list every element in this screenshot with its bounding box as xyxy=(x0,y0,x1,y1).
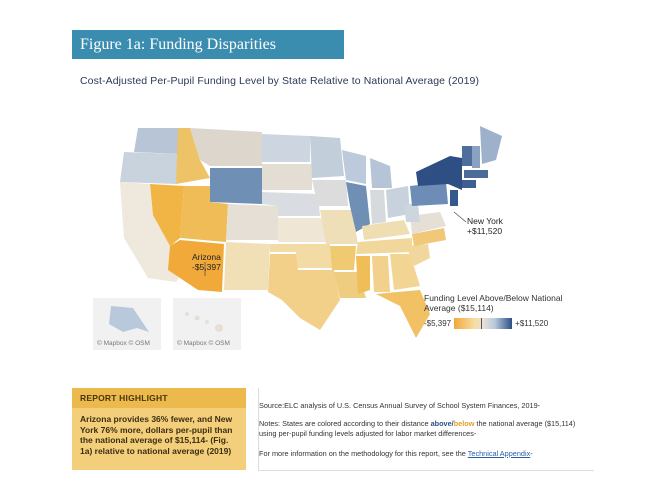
highlight-heading: REPORT HIGHLIGHT xyxy=(72,388,246,408)
color-note-below: below xyxy=(453,419,475,428)
arizona-callout: Arizona -$5,397 xyxy=(192,252,221,272)
new-york-leader-line xyxy=(453,211,467,223)
figure-title: Figure 1a: Funding Disparities xyxy=(72,30,344,59)
state-west-virginia xyxy=(404,204,420,222)
report-highlight-box: REPORT HIGHLIGHT Arizona provides 36% fe… xyxy=(72,388,246,470)
color-note-above: above xyxy=(430,419,452,428)
state-south-dakota xyxy=(262,164,312,190)
legend-title: Funding Level Above/Below National Avera… xyxy=(424,293,563,313)
state-north-dakota xyxy=(262,134,310,162)
legend-color-ramp xyxy=(454,318,513,329)
technical-appendix-link[interactable]: Technical Appendix xyxy=(467,449,531,458)
arizona-value: -$5,397 xyxy=(192,262,221,272)
alaska-shape xyxy=(109,306,149,332)
state-florida xyxy=(376,290,430,338)
highlight-text: Arizona provides 36% fewer, and New York… xyxy=(80,414,233,456)
legend: -$5,397 +$11,520 xyxy=(424,318,548,329)
alaska-inset: © Mapbox © OSM xyxy=(93,298,161,350)
map-credit: © Mapbox © OSM xyxy=(177,340,230,347)
state-south-carolina xyxy=(406,244,430,266)
state-wisconsin xyxy=(342,150,366,184)
color-note-slash: / xyxy=(451,419,454,428)
color-note: Notes: States are colored according to t… xyxy=(259,419,594,438)
state-iowa xyxy=(312,180,348,206)
notes-panel: Source:ELC analysis of U.S. Census Annua… xyxy=(258,388,594,471)
state-massachusetts xyxy=(464,170,488,178)
new-york-callout: New York +$11,520 xyxy=(467,216,503,236)
state-texas xyxy=(268,254,340,330)
state-tennessee xyxy=(356,238,412,254)
state-connecticut xyxy=(462,180,476,188)
state-idaho xyxy=(176,128,210,184)
state-wyoming xyxy=(210,168,262,204)
state-nebraska xyxy=(262,192,320,216)
state-colorado xyxy=(226,204,278,240)
legend-average-marker xyxy=(481,318,483,329)
state-missouri xyxy=(320,210,358,244)
color-note-prefix: Notes: States are colored according to t… xyxy=(259,419,431,428)
state-ohio xyxy=(386,186,410,218)
state-vermont xyxy=(462,146,472,166)
state-kentucky xyxy=(362,220,410,240)
state-mississippi xyxy=(356,256,370,294)
source-note: Source:ELC analysis of U.S. Census Annua… xyxy=(259,401,541,410)
state-new-hampshire xyxy=(472,146,480,168)
state-georgia xyxy=(390,254,420,290)
state-pennsylvania xyxy=(410,182,448,206)
methodology-suffix: - xyxy=(530,449,533,458)
arizona-label: Arizona xyxy=(192,252,221,262)
state-new-york xyxy=(416,156,462,190)
state-arizona xyxy=(168,240,224,292)
state-maine xyxy=(480,126,502,164)
state-north-carolina xyxy=(412,228,446,246)
state-new-jersey xyxy=(450,190,458,206)
map-subtitle: Cost-Adjusted Per-Pupil Funding Level by… xyxy=(80,75,480,87)
us-choropleth-map xyxy=(120,126,502,338)
new-york-label: New York xyxy=(467,216,503,226)
state-kansas xyxy=(278,218,326,242)
state-utah xyxy=(180,186,228,242)
state-michigan xyxy=(370,158,392,188)
hawaii-shape xyxy=(185,312,223,332)
state-illinois xyxy=(346,182,370,232)
hawaii-inset: © Mapbox © OSM xyxy=(173,298,241,350)
state-washington xyxy=(134,128,180,154)
state-alabama xyxy=(372,256,390,292)
state-minnesota xyxy=(310,136,344,178)
state-new-mexico xyxy=(224,242,270,290)
color-note-suffix: the national average ($15,114) using per… xyxy=(259,419,576,438)
state-arkansas xyxy=(330,246,356,270)
legend-max-label: +$11,520 xyxy=(515,319,549,328)
state-indiana xyxy=(370,190,386,224)
state-montana xyxy=(190,128,262,166)
map-credit: © Mapbox © OSM xyxy=(97,340,150,347)
state-oregon xyxy=(120,152,178,184)
legend-min-label: -$5,397 xyxy=(424,319,452,328)
state-nevada xyxy=(150,184,184,246)
methodology-prefix: For more information on the methodology … xyxy=(259,449,468,458)
new-york-value: +$11,520 xyxy=(467,226,503,236)
state-oklahoma xyxy=(270,244,332,268)
methodology-note: For more information on the methodology … xyxy=(259,449,533,459)
